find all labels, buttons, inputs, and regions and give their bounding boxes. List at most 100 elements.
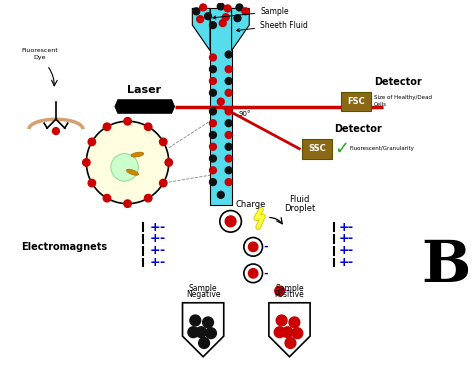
Circle shape — [193, 8, 200, 15]
Polygon shape — [302, 139, 332, 158]
Circle shape — [244, 264, 263, 283]
Text: -: - — [285, 286, 290, 296]
Text: +: + — [149, 256, 160, 269]
Circle shape — [53, 128, 59, 135]
Circle shape — [210, 78, 216, 84]
Text: Dye: Dye — [33, 55, 46, 60]
Circle shape — [200, 4, 207, 11]
Circle shape — [292, 328, 303, 339]
Text: Positive: Positive — [274, 291, 304, 299]
Text: -: - — [347, 256, 353, 269]
Circle shape — [202, 317, 213, 328]
Circle shape — [282, 327, 293, 338]
Circle shape — [274, 327, 285, 338]
Ellipse shape — [131, 152, 144, 157]
Circle shape — [145, 123, 152, 131]
Circle shape — [197, 16, 204, 23]
Text: -: - — [347, 232, 353, 246]
Text: Cells: Cells — [374, 102, 387, 107]
Text: Detector: Detector — [335, 124, 383, 134]
Text: Charge: Charge — [235, 200, 265, 209]
Circle shape — [225, 51, 232, 58]
Circle shape — [210, 167, 216, 174]
Circle shape — [124, 118, 131, 125]
Circle shape — [244, 237, 263, 256]
Text: FSC: FSC — [347, 97, 365, 106]
Circle shape — [165, 159, 173, 166]
Circle shape — [86, 121, 169, 203]
Text: -: - — [347, 244, 353, 257]
Text: -: - — [263, 242, 268, 252]
Text: Laser: Laser — [127, 85, 161, 95]
Polygon shape — [210, 9, 232, 205]
Circle shape — [190, 315, 201, 326]
Circle shape — [111, 154, 138, 181]
Circle shape — [88, 138, 96, 145]
Circle shape — [225, 155, 232, 162]
Circle shape — [276, 315, 287, 326]
Text: -: - — [347, 221, 353, 234]
Text: Sheeth Fluid: Sheeth Fluid — [237, 20, 308, 32]
Circle shape — [224, 5, 231, 12]
Polygon shape — [269, 303, 310, 357]
Circle shape — [210, 132, 216, 138]
Circle shape — [236, 4, 243, 11]
Text: Electromagnets: Electromagnets — [21, 242, 107, 252]
Circle shape — [210, 22, 216, 29]
Text: +: + — [338, 232, 349, 246]
Circle shape — [160, 138, 167, 145]
Text: Fluorescent: Fluorescent — [21, 48, 58, 53]
Polygon shape — [232, 9, 249, 51]
Circle shape — [82, 159, 90, 166]
Circle shape — [248, 269, 258, 278]
Circle shape — [145, 195, 152, 202]
Text: ✓: ✓ — [335, 140, 350, 158]
Circle shape — [218, 3, 224, 10]
Circle shape — [103, 195, 111, 202]
Circle shape — [210, 155, 216, 162]
Text: +: + — [149, 232, 160, 246]
Text: +: + — [149, 221, 160, 234]
Circle shape — [103, 123, 111, 131]
Circle shape — [225, 216, 236, 227]
Circle shape — [248, 242, 258, 251]
Text: Sample: Sample — [189, 283, 218, 292]
Circle shape — [225, 120, 232, 126]
Circle shape — [225, 108, 232, 115]
Circle shape — [218, 192, 224, 198]
Text: Sample: Sample — [275, 283, 304, 292]
Circle shape — [160, 179, 167, 187]
Circle shape — [196, 327, 207, 338]
Text: Sample: Sample — [213, 7, 289, 19]
Circle shape — [225, 66, 232, 73]
Circle shape — [210, 89, 216, 96]
Circle shape — [225, 167, 232, 174]
Text: 90°: 90° — [238, 111, 251, 118]
Text: +: + — [338, 256, 349, 269]
Text: SSC: SSC — [308, 144, 326, 153]
Circle shape — [206, 328, 216, 339]
Circle shape — [225, 179, 232, 186]
Circle shape — [210, 108, 216, 115]
Circle shape — [234, 15, 241, 22]
Polygon shape — [192, 9, 210, 51]
Circle shape — [225, 143, 232, 150]
Polygon shape — [115, 100, 174, 113]
Polygon shape — [182, 303, 224, 357]
Circle shape — [225, 78, 232, 84]
Circle shape — [199, 338, 210, 349]
Circle shape — [289, 317, 300, 328]
Text: +: + — [338, 221, 349, 234]
Text: -: - — [263, 268, 268, 278]
Text: -: - — [159, 232, 164, 246]
Circle shape — [225, 132, 232, 138]
Text: Detector: Detector — [374, 77, 421, 87]
Circle shape — [210, 179, 216, 186]
Circle shape — [220, 211, 241, 232]
Circle shape — [210, 143, 216, 150]
Text: +: + — [338, 244, 349, 257]
Text: +: + — [149, 244, 160, 257]
Circle shape — [124, 200, 131, 208]
Circle shape — [285, 338, 296, 349]
Ellipse shape — [127, 169, 138, 175]
